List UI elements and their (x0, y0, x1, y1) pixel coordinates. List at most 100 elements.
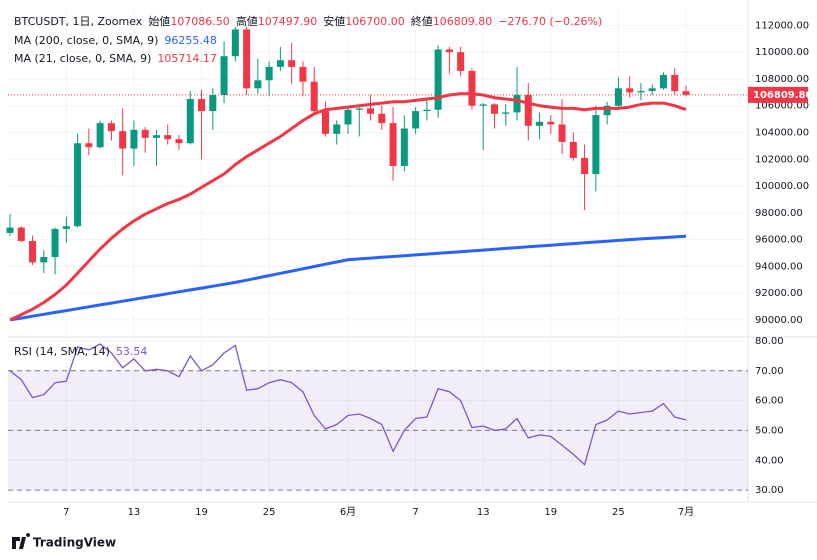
candle-body (659, 74, 667, 89)
candle-body (626, 88, 634, 93)
candle-body (412, 111, 420, 129)
candle-body (51, 228, 59, 258)
last-price-tag (748, 86, 808, 103)
candle-body (536, 121, 544, 126)
brand-logo: TradingView (12, 533, 116, 550)
candle-body (355, 108, 363, 110)
candle-body (457, 52, 465, 71)
candle-body (6, 227, 14, 233)
candle-body (310, 81, 318, 112)
ohlc-label: 高値 (236, 14, 258, 28)
candle-body (367, 108, 375, 114)
ohlc-label: 安値 (323, 14, 345, 28)
legend-name: MA (200, close, 0, SMA, 9) (14, 34, 158, 47)
candle-body (502, 112, 510, 114)
candle-body (321, 111, 329, 134)
x-tick-label: 7月 (678, 506, 694, 518)
ohlc-value: 106700.00 (345, 15, 405, 28)
candle-body (445, 49, 453, 53)
candle-body (479, 104, 487, 106)
x-tick-label: 6月 (340, 506, 356, 518)
y-tick-label: 80.00 (755, 336, 784, 347)
candle-body (119, 131, 127, 149)
ma-line (9, 234, 687, 322)
x-tick-label: 13 (477, 507, 490, 518)
ohlc-value: 107086.50 (170, 15, 230, 28)
change-value: −276.70 (−0.26%) (498, 15, 602, 28)
x-tick-label: 25 (612, 507, 625, 518)
y-tick-label: 60.00 (755, 396, 784, 407)
candle-body (558, 124, 566, 142)
candle-body (254, 80, 262, 89)
legend-entry: RSI (14, SMA, 14) 53.54 (14, 345, 147, 358)
y-tick-label: 102000.00 (755, 154, 809, 165)
candle-body (569, 141, 577, 158)
legend-entry: MA (200, close, 0, SMA, 9) 96255.48 (14, 34, 217, 47)
candle-body (524, 95, 532, 126)
legend-value: 96255.48 (164, 34, 217, 47)
y-tick-label: 70.00 (755, 366, 784, 377)
y-tick-label: 98000.00 (755, 208, 803, 219)
candle-body (141, 129, 149, 138)
y-tick-label: 104000.00 (755, 128, 809, 139)
candle-body (17, 227, 25, 241)
legend-value: 53.54 (116, 345, 148, 358)
candle-body (130, 129, 138, 149)
candle-body (671, 74, 679, 92)
y-tick-label: 90000.00 (755, 315, 803, 326)
candle-body (592, 115, 600, 175)
candle-body (378, 113, 386, 124)
y-tick-label: 112000.00 (755, 20, 809, 31)
x-tick-label: 25 (263, 507, 276, 518)
candle-body (152, 135, 160, 138)
y-tick-label: 30.00 (755, 485, 784, 496)
candle-body (581, 157, 589, 175)
candle-body (74, 143, 82, 227)
ma-line (9, 92, 687, 322)
ohlc-value: 107497.90 (258, 15, 318, 28)
candle-body (299, 66, 307, 82)
y-tick-label: 100000.00 (755, 181, 809, 192)
legend-value: 105714.17 (157, 52, 217, 65)
candle-body (164, 135, 172, 140)
y-tick-label: 94000.00 (755, 261, 803, 272)
x-tick-label: 19 (195, 507, 208, 518)
candle-body (198, 99, 206, 112)
brand-text: TradingView (33, 536, 116, 550)
candle-body (603, 105, 611, 116)
candle-body (96, 123, 104, 148)
ohlc-value: 106809.80 (433, 15, 493, 28)
candle-body (107, 123, 115, 132)
candle-body (490, 104, 498, 114)
candle-body (276, 60, 284, 67)
candle-body (85, 143, 93, 148)
candle-body (288, 60, 296, 67)
candle-body (513, 95, 521, 113)
candle-body (175, 139, 183, 144)
candle-body (333, 124, 341, 134)
candle-body (468, 70, 476, 106)
candle-body (29, 240, 37, 263)
logo-icon (12, 533, 31, 549)
candle-body (243, 29, 251, 89)
candle-body (682, 91, 690, 95)
candle-body (614, 88, 622, 106)
y-tick-label: 106000.00 (755, 101, 809, 112)
x-tick-label: 7 (63, 507, 69, 518)
candle-body (547, 121, 555, 125)
candle-body (648, 88, 656, 92)
chart-title: BTCUSDT, 1日, Zoomex 始値107086.50 高値107497.9… (14, 14, 602, 28)
candle-body (423, 109, 431, 112)
candle-body (40, 257, 48, 263)
legend-name: MA (21, close, 0, SMA, 9) (14, 52, 151, 65)
candle-body (231, 29, 239, 57)
last-price-label: 106809.80 (753, 90, 813, 101)
ohlc-label: 始値 (148, 14, 170, 28)
x-tick-label: 13 (128, 507, 141, 518)
y-tick-label: 96000.00 (755, 235, 803, 246)
symbol-title: BTCUSDT, 1日, Zoomex (14, 15, 143, 28)
candle-body (220, 56, 228, 96)
candle-body (62, 226, 70, 229)
